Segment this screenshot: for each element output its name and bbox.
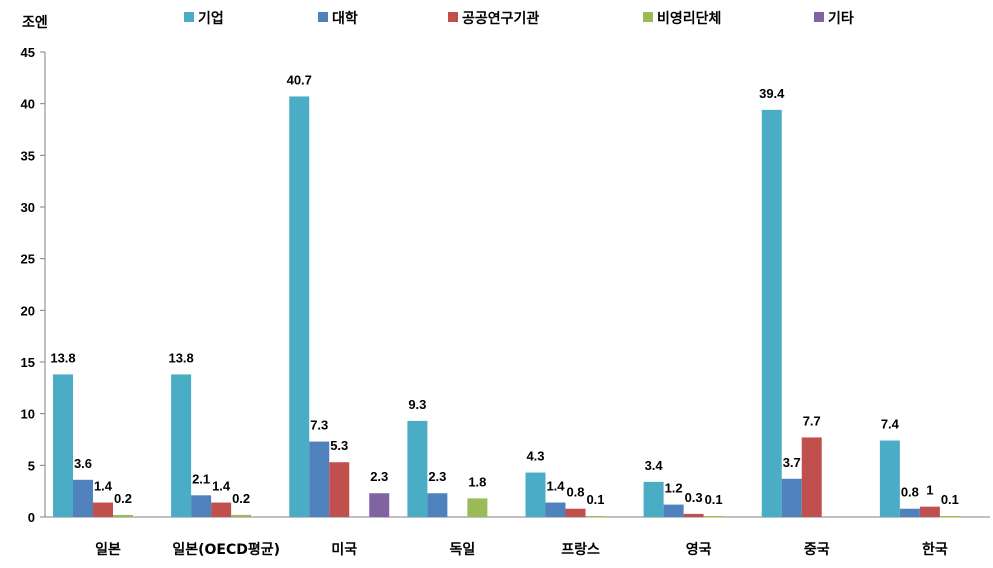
y-tick-label: 35 bbox=[21, 148, 35, 163]
data-label: 0.8 bbox=[901, 485, 919, 500]
x-category-label: 한국 bbox=[922, 542, 948, 558]
bar bbox=[467, 498, 488, 517]
data-label: 2.1 bbox=[192, 471, 210, 486]
data-label: 3.7 bbox=[783, 455, 801, 470]
bar bbox=[329, 462, 350, 517]
bar bbox=[407, 420, 428, 517]
data-label: 40.7 bbox=[287, 72, 312, 87]
bars bbox=[53, 96, 960, 518]
legend-swatch bbox=[184, 12, 194, 22]
bar bbox=[663, 504, 684, 517]
x-category-label: 일본 bbox=[95, 542, 121, 558]
legend-label: 기타 bbox=[828, 11, 854, 27]
y-tick-label: 10 bbox=[21, 407, 35, 422]
bar bbox=[761, 109, 782, 517]
legend: 기업 대학 공공연구기관 비영리단체 기타 bbox=[184, 10, 854, 27]
data-label: 13.8 bbox=[168, 350, 193, 365]
bar bbox=[211, 502, 232, 517]
legend-label: 비영리단체 bbox=[657, 10, 721, 27]
x-category-label: 미국 bbox=[331, 542, 357, 558]
data-label: 7.7 bbox=[803, 413, 821, 428]
legend-swatch bbox=[643, 12, 653, 22]
y-tick-label: 5 bbox=[28, 458, 35, 473]
bar bbox=[899, 508, 920, 517]
bar bbox=[525, 472, 546, 517]
bar bbox=[171, 374, 192, 517]
y-tick-label: 30 bbox=[21, 200, 35, 215]
bar bbox=[191, 495, 212, 517]
data-label: 0.2 bbox=[114, 491, 132, 506]
data-label: 0.8 bbox=[566, 485, 584, 500]
bar bbox=[565, 508, 586, 517]
legend-swatch bbox=[814, 12, 824, 22]
bar bbox=[53, 374, 73, 517]
legend-label: 대학 bbox=[332, 11, 358, 27]
x-axis: 일본 일본(OECD평균) 미국 독일 프랑스 영국 중국 한국 bbox=[45, 516, 990, 558]
bar bbox=[113, 514, 133, 517]
data-label: 0.1 bbox=[705, 492, 723, 507]
data-label: 7.4 bbox=[881, 417, 900, 432]
bar bbox=[643, 481, 664, 517]
bar bbox=[73, 479, 93, 517]
data-label: 4.3 bbox=[526, 449, 544, 464]
legend-swatch bbox=[318, 12, 328, 22]
bar bbox=[585, 515, 606, 518]
data-label: 3.4 bbox=[645, 458, 664, 473]
data-label: 7.3 bbox=[310, 418, 328, 433]
data-label: 1.8 bbox=[468, 474, 486, 489]
y-tick-label: 20 bbox=[21, 303, 35, 318]
data-label: 13.8 bbox=[50, 350, 75, 365]
data-label: 1.4 bbox=[212, 479, 231, 494]
bar bbox=[427, 493, 448, 517]
legend-label: 공공연구기관 bbox=[462, 10, 539, 27]
x-category-label: 영국 bbox=[686, 541, 712, 558]
y-unit-label: 조엔 bbox=[22, 14, 48, 31]
legend-swatch bbox=[448, 12, 458, 22]
y-tick-label: 0 bbox=[28, 510, 35, 525]
bar bbox=[309, 441, 330, 517]
data-label: 0.1 bbox=[586, 492, 604, 507]
bar bbox=[879, 440, 900, 517]
legend-label: 기업 bbox=[198, 11, 224, 27]
x-category-label: 중국 bbox=[804, 542, 830, 558]
bar bbox=[919, 506, 940, 517]
data-label: 0.2 bbox=[232, 491, 250, 506]
y-tick-label: 15 bbox=[21, 355, 35, 370]
data-label: 1.4 bbox=[94, 479, 113, 494]
data-label: 0.1 bbox=[941, 492, 959, 507]
data-labels: 13.8 13.8 40.7 9.3 4.3 3.4 39.4 7.4 3.6 2.1 7.3 2.3… bbox=[50, 72, 959, 507]
data-label: 39.4 bbox=[759, 86, 785, 101]
bar bbox=[369, 493, 390, 517]
bar bbox=[545, 502, 566, 517]
data-label: 1 bbox=[926, 483, 933, 498]
x-category-label: 독일 bbox=[450, 542, 476, 558]
y-tick-label: 25 bbox=[21, 252, 35, 267]
data-label: 1.4 bbox=[546, 479, 565, 494]
bar bbox=[781, 478, 802, 517]
bar bbox=[703, 515, 724, 518]
data-label: 1.2 bbox=[665, 481, 683, 496]
data-label: 5.3 bbox=[330, 438, 348, 453]
y-tick-label: 40 bbox=[21, 97, 35, 112]
data-label: 9.3 bbox=[408, 397, 426, 412]
data-label: 3.6 bbox=[74, 456, 92, 471]
data-label: 2.3 bbox=[370, 469, 388, 484]
data-label: 2.3 bbox=[428, 469, 446, 484]
x-category-label: 일본(OECD평균) bbox=[172, 541, 280, 558]
bar bbox=[939, 515, 960, 518]
bar bbox=[289, 96, 310, 517]
bar bbox=[231, 514, 252, 517]
y-tick-label: 45 bbox=[21, 45, 35, 60]
data-label: 0.3 bbox=[685, 490, 703, 505]
bar bbox=[683, 513, 704, 517]
y-axis: 0 5 10 15 20 25 30 35 40 45 bbox=[21, 45, 46, 525]
bar bbox=[801, 437, 822, 517]
x-category-label: 프랑스 bbox=[561, 542, 600, 558]
bar bbox=[93, 502, 113, 517]
